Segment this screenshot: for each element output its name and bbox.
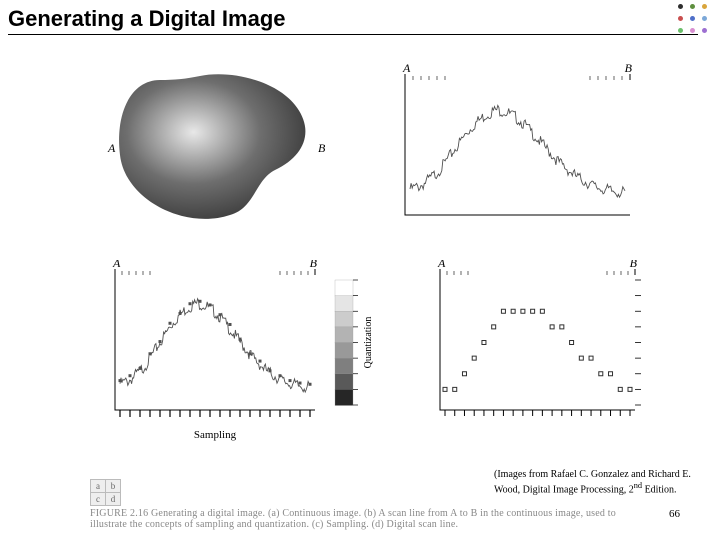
image-credit: (Images from Rafael C. Gonzalez and Rich… [494,469,714,496]
svg-text:B: B [625,61,633,75]
svg-text:A: A [402,61,411,75]
figure-panels: A B AB ABSamplingQuantization AB [90,60,650,470]
svg-text:Quantization: Quantization [363,317,374,369]
svg-text:B: B [310,260,318,270]
svg-text:A: A [437,260,446,270]
panel-a-continuous-image: A B [90,60,340,235]
panel-a-label-B: B [318,141,326,155]
panel-c-sampling: A B Sampling Quantization [90,260,400,455]
panel-d-digital-scan-line: AB [420,260,650,455]
svg-text:Sampling: Sampling [194,429,237,441]
svg-text:B: B [630,260,638,270]
figure-caption: FIGURE 2.16 Generating a digital image. … [90,508,650,530]
panel-key: ab cd [90,479,121,506]
svg-text:A: A [112,260,121,270]
page-title: Generating a Digital Image [8,6,698,35]
panel-a-label-A: A [107,141,116,155]
panel-b-scan-line: AB [380,60,640,235]
corner-dots [678,4,714,40]
page-number: 66 [669,508,680,520]
